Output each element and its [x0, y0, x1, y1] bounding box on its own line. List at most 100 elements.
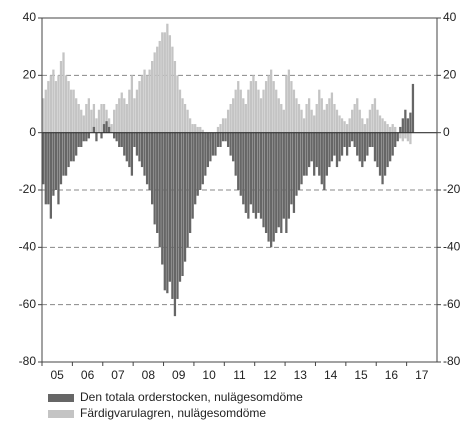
bar: [62, 132, 65, 176]
bar: [178, 132, 182, 282]
bar: [168, 35, 172, 133]
bar: [92, 104, 96, 133]
bar: [292, 89, 296, 133]
bar: [216, 132, 220, 147]
bar: [335, 109, 339, 133]
bar: [376, 109, 379, 133]
bar: [57, 75, 60, 133]
bar: [257, 132, 260, 213]
bar: [151, 132, 154, 205]
bar: [67, 132, 70, 168]
bar: [186, 109, 189, 133]
bar: [295, 132, 298, 196]
bar: [123, 132, 126, 156]
bar: [64, 132, 68, 176]
bar: [247, 132, 250, 219]
x-tick-label: 11: [233, 368, 246, 382]
x-tick-label: 05: [51, 368, 65, 382]
bar: [178, 89, 182, 133]
y2-tick-label: 0: [443, 125, 450, 139]
bar: [277, 132, 280, 228]
bar: [206, 132, 209, 168]
bar: [52, 132, 55, 196]
bar: [242, 132, 245, 205]
bar: [285, 75, 288, 133]
bar: [313, 132, 316, 176]
bar: [307, 98, 311, 133]
y2-tick-label: -60: [443, 297, 461, 311]
bar: [254, 81, 258, 133]
bar: [100, 104, 103, 133]
bar: [176, 132, 179, 299]
bar: [399, 132, 402, 139]
bar: [118, 132, 121, 147]
bar: [411, 83, 415, 133]
bar: [259, 132, 263, 219]
bar: [163, 132, 166, 291]
bar: [300, 132, 303, 185]
bar: [151, 61, 154, 133]
bar: [72, 89, 75, 133]
bar: [257, 89, 260, 133]
bar: [143, 132, 146, 176]
bar: [194, 132, 197, 205]
y-tick-label: -80: [19, 354, 37, 368]
bar: [183, 104, 187, 133]
bar: [340, 132, 344, 156]
bar: [272, 132, 275, 242]
bar: [176, 75, 179, 133]
bar: [295, 98, 298, 133]
bar: [361, 118, 364, 133]
bar: [277, 98, 280, 133]
bar: [378, 132, 382, 176]
bar: [221, 132, 225, 142]
bar: [191, 132, 194, 219]
bar: [310, 109, 313, 133]
bar: [145, 75, 149, 133]
bar: [75, 98, 78, 133]
bar: [153, 52, 156, 133]
bar: [300, 109, 303, 133]
bar: [368, 109, 372, 133]
bar: [262, 132, 265, 228]
bar: [107, 126, 111, 133]
bar: [44, 89, 47, 133]
bar: [44, 132, 47, 205]
bar: [406, 132, 410, 142]
bar: [148, 69, 151, 133]
bar: [391, 124, 394, 133]
bar: [328, 98, 331, 133]
bar: [199, 126, 202, 133]
x-tick-label: 09: [172, 368, 186, 382]
bar: [173, 61, 177, 133]
bar: [196, 132, 199, 196]
bar: [232, 98, 235, 133]
bar: [264, 81, 268, 133]
bar: [183, 132, 187, 262]
bar: [158, 40, 161, 133]
bar: [87, 132, 90, 139]
bar: [77, 132, 80, 147]
bar: [356, 132, 359, 156]
bar: [401, 118, 404, 133]
bar: [262, 89, 265, 133]
bar: [383, 121, 387, 133]
x-tick-label: 13: [294, 368, 308, 382]
y2-tick-label: -40: [443, 240, 461, 254]
bar: [57, 132, 60, 205]
y2-tick-label: -80: [443, 354, 461, 368]
bar: [123, 98, 126, 133]
y-tick-label: -40: [19, 240, 37, 254]
bar: [297, 104, 301, 133]
bar: [335, 132, 339, 168]
bar: [373, 98, 377, 133]
bar: [42, 98, 45, 133]
bar: [125, 132, 128, 162]
bar: [318, 132, 321, 176]
bar: [345, 132, 349, 156]
bar: [244, 132, 247, 213]
bar: [386, 132, 389, 168]
bar: [239, 89, 242, 133]
bar: [252, 75, 255, 133]
bar: [404, 109, 407, 133]
